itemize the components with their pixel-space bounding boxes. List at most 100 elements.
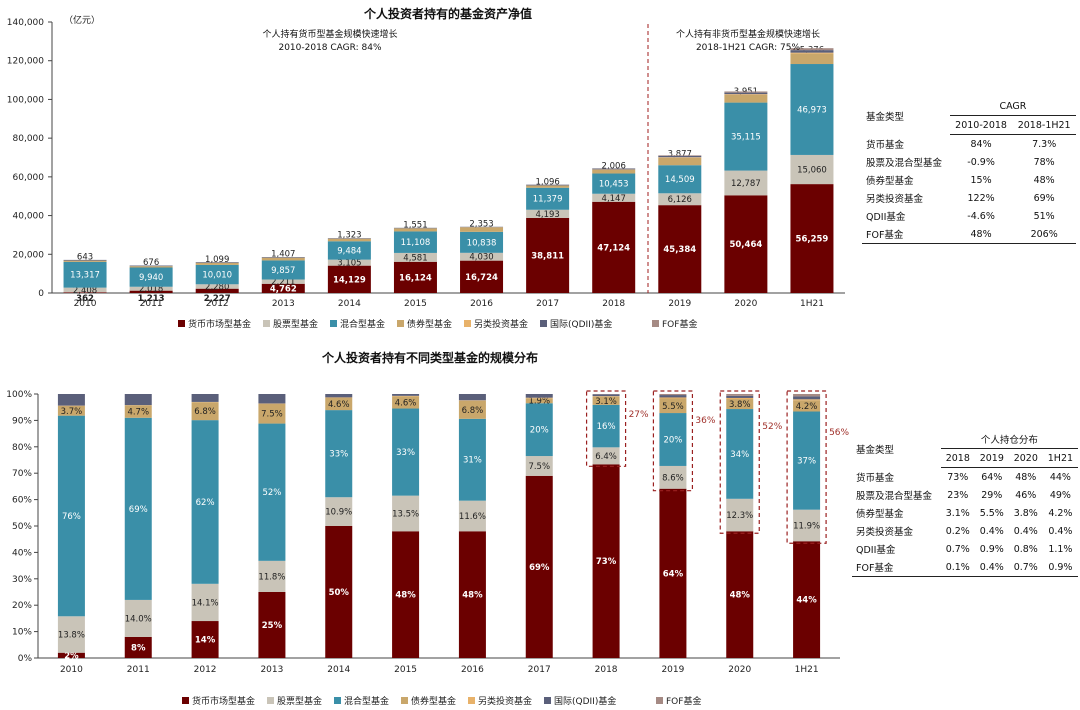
bar-segment bbox=[124, 599, 152, 637]
row-label: 债券型基金 bbox=[856, 509, 904, 520]
bar-segment bbox=[658, 155, 702, 158]
table-header: 2010-2018 bbox=[949, 115, 1013, 135]
bar-segment bbox=[458, 500, 486, 532]
data-label: 2% bbox=[64, 651, 79, 661]
data-label: 3.1% bbox=[595, 397, 617, 407]
data-label: 3.7% bbox=[61, 407, 83, 417]
bar-segment bbox=[790, 184, 834, 293]
bar-segment bbox=[393, 261, 437, 293]
data-label: 13,317 bbox=[70, 271, 100, 281]
row-label: 货币基金 bbox=[866, 139, 905, 151]
x-tick-label: 2019 bbox=[668, 299, 691, 309]
bar-segment bbox=[327, 265, 371, 293]
bar-segment bbox=[726, 399, 754, 410]
data-label: 25% bbox=[262, 621, 283, 631]
row-label: 债券型基金 bbox=[866, 176, 914, 187]
bar-segment bbox=[325, 497, 353, 526]
y-tick-label: 100,000 bbox=[7, 95, 44, 105]
table-cell: 0.4% bbox=[1048, 525, 1073, 537]
annotation-text: 个人持有货币型基金规模快速增长 bbox=[262, 28, 397, 40]
data-label: 643 bbox=[77, 253, 93, 263]
highlight-box bbox=[585, 390, 627, 467]
y-tick-label: 90% bbox=[12, 416, 32, 426]
y-tick-label: 50% bbox=[12, 522, 32, 532]
bar-segment bbox=[261, 279, 305, 284]
table-cell: 206% bbox=[1012, 225, 1076, 244]
bar-segment bbox=[790, 64, 834, 155]
bar-segment bbox=[392, 394, 420, 396]
highlight-total-label: 27% bbox=[629, 410, 649, 420]
x-tick-label: 2017 bbox=[536, 299, 559, 309]
data-label: 14.0% bbox=[125, 614, 152, 624]
bar-segment bbox=[393, 231, 437, 253]
table-cell: 0.4% bbox=[974, 558, 1009, 577]
table-header: 2020 bbox=[1008, 448, 1043, 468]
bar-segment bbox=[57, 415, 85, 617]
legend-swatch bbox=[656, 697, 663, 704]
bar-segment bbox=[460, 260, 504, 293]
data-label: 3,877 bbox=[668, 150, 692, 160]
bar-segment bbox=[658, 155, 702, 156]
table-row: 股票及混合型基金 23% 29% 46% 49% bbox=[852, 486, 1078, 504]
y-tick-label: 20,000 bbox=[13, 250, 45, 260]
bar-segment bbox=[659, 397, 687, 399]
table-header: 1H21 bbox=[1042, 448, 1078, 468]
bar-segment bbox=[129, 265, 173, 267]
x-tick-label: 1H21 bbox=[800, 299, 824, 309]
x-tick-label: 2010 bbox=[60, 665, 83, 675]
bar-segment bbox=[793, 396, 821, 400]
bar-segment bbox=[458, 400, 486, 419]
bar-segment bbox=[592, 201, 636, 293]
highlight-total-label: 52% bbox=[762, 422, 782, 432]
bar-segment bbox=[325, 397, 353, 398]
table-row: 货币基金 73% 64% 48% 44% bbox=[852, 468, 1078, 487]
row-label: 另类投资基金 bbox=[866, 194, 924, 205]
bar-segment bbox=[726, 395, 754, 398]
data-label: 676 bbox=[143, 258, 159, 268]
table-cell: 78% bbox=[1033, 156, 1055, 168]
table-cell: 0.4% bbox=[979, 525, 1004, 537]
data-label: 8.6% bbox=[662, 473, 684, 483]
table-row: 股票及混合型基金 -0.9% 78% bbox=[862, 153, 1076, 171]
data-label: 9,940 bbox=[139, 273, 163, 283]
bar-segment bbox=[191, 420, 219, 584]
legend-swatch bbox=[544, 697, 551, 704]
data-label: 38,811 bbox=[531, 251, 564, 261]
bar-segment bbox=[659, 394, 687, 396]
data-label: 20% bbox=[663, 435, 682, 445]
legend-swatch bbox=[401, 697, 408, 704]
bar-segment bbox=[261, 257, 305, 261]
data-label: 8% bbox=[131, 643, 146, 653]
data-label: 4.2% bbox=[796, 402, 818, 412]
x-tick-label: 2020 bbox=[728, 665, 751, 675]
data-label: 73% bbox=[596, 557, 617, 567]
bar-segment bbox=[525, 394, 553, 398]
legend-label: 另类投资基金 bbox=[474, 318, 528, 330]
legend-swatch bbox=[397, 320, 404, 327]
bar-segment bbox=[258, 423, 286, 561]
bar-segment bbox=[124, 417, 152, 600]
bar-segment bbox=[195, 262, 239, 263]
table-cell: 48% bbox=[949, 225, 1013, 244]
bar-segment bbox=[392, 495, 420, 532]
data-label: 3.8% bbox=[729, 400, 751, 410]
bar-segment bbox=[63, 259, 107, 261]
table-row: 债券型基金 15% 48% bbox=[862, 171, 1076, 189]
legend-label: 货币市场型基金 bbox=[188, 318, 251, 330]
bar-segment bbox=[327, 238, 371, 242]
bar-segment bbox=[592, 193, 636, 202]
bar-segment bbox=[392, 395, 420, 397]
data-label: 14,509 bbox=[665, 175, 695, 185]
data-label: 14.1% bbox=[192, 598, 219, 608]
bar-segment bbox=[726, 409, 754, 499]
bar-segment bbox=[724, 170, 768, 196]
table-cell: 46% bbox=[1015, 489, 1037, 501]
bar-segment bbox=[592, 173, 636, 194]
data-label: 50,464 bbox=[729, 240, 762, 250]
bar-segment bbox=[724, 91, 768, 93]
bar-segment bbox=[726, 397, 754, 400]
bar-segment bbox=[63, 287, 107, 293]
bar-segment bbox=[726, 531, 754, 658]
table-cell: 0.4% bbox=[1013, 525, 1038, 537]
legend-swatch bbox=[182, 697, 189, 704]
